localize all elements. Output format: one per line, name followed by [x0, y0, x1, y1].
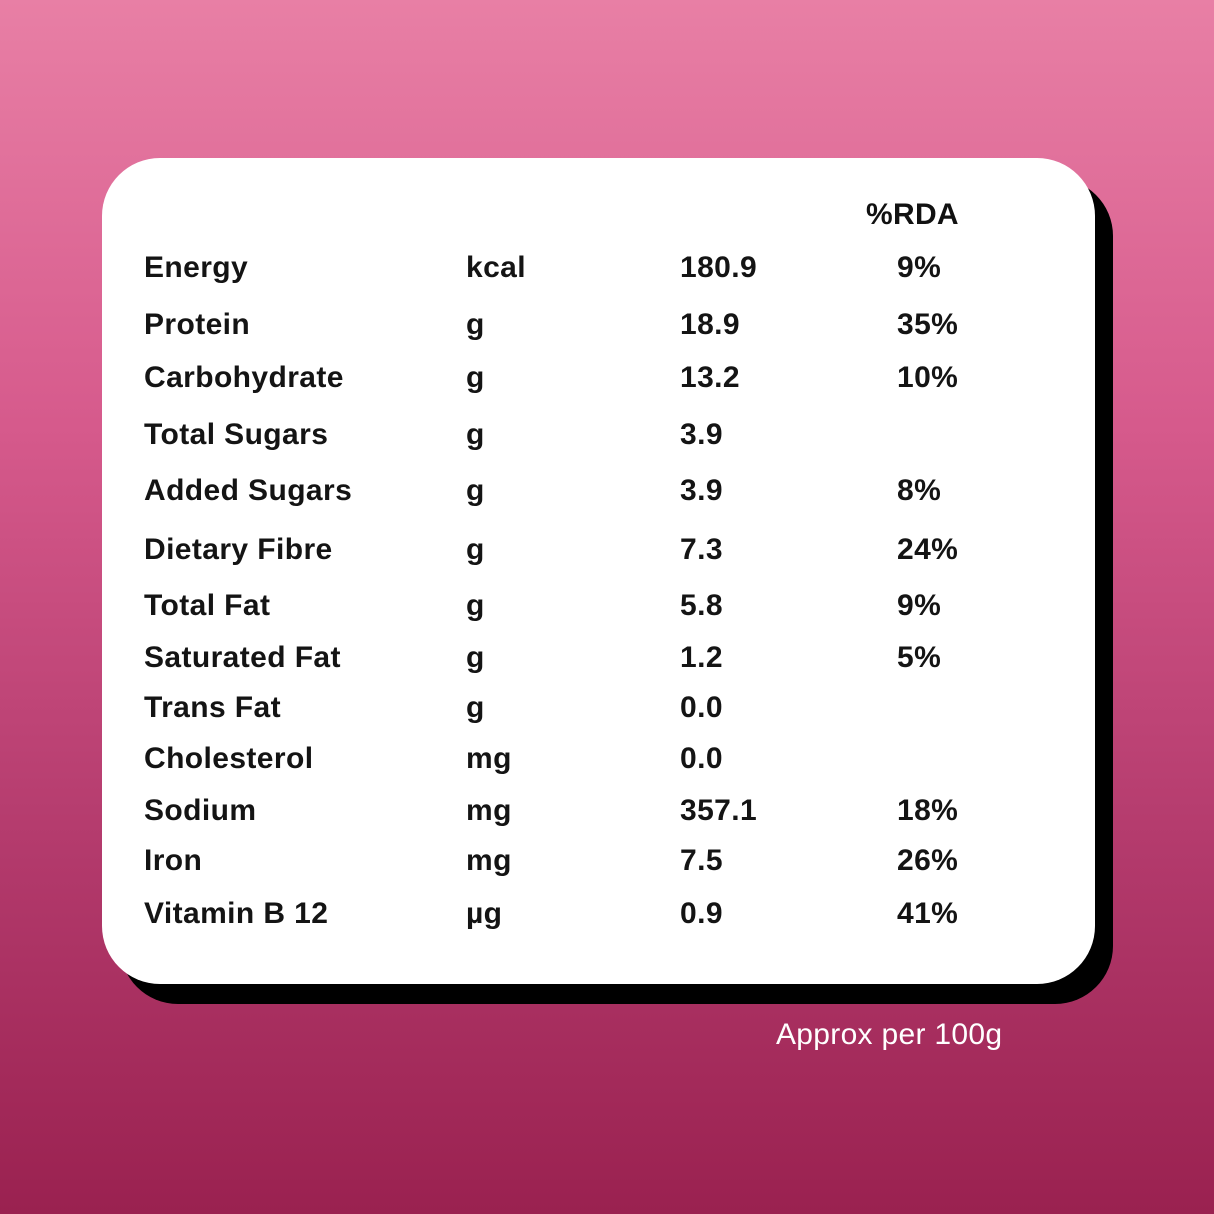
serving-note: Approx per 100g — [776, 1018, 1003, 1051]
nutrient-value: 180.9 — [680, 251, 758, 284]
nutrient-rda: 9% — [897, 251, 942, 284]
nutrient-rda: 8% — [897, 474, 942, 507]
nutrient-name: Iron — [144, 844, 203, 877]
nutrient-name: Saturated Fat — [144, 641, 341, 674]
nutrient-name: Total Fat — [144, 589, 271, 622]
nutrient-unit: g — [466, 641, 485, 674]
nutrient-rda: 24% — [897, 533, 959, 566]
table-row: Iron mg 7.5 26% — [0, 841, 1214, 881]
nutrient-value: 5.8 — [680, 589, 723, 622]
nutrient-unit: g — [466, 533, 485, 566]
nutrient-name: Added Sugars — [144, 474, 353, 507]
nutrient-unit: mg — [466, 844, 512, 877]
nutrient-name: Vitamin B 12 — [144, 897, 329, 930]
table-row: Carbohydrate g 13.2 10% — [0, 358, 1214, 398]
nutrient-rda: 35% — [897, 308, 959, 341]
nutrient-name: Dietary Fibre — [144, 533, 333, 566]
nutrient-rda: 5% — [897, 641, 942, 674]
nutrient-name: Energy — [144, 251, 249, 284]
nutrient-unit: g — [466, 361, 485, 394]
table-row: Vitamin B 12 µg 0.9 41% — [0, 894, 1214, 934]
nutrient-rda: 41% — [897, 897, 959, 930]
nutrient-unit: mg — [466, 742, 512, 775]
nutrient-value: 0.9 — [680, 897, 723, 930]
table-row: Protein g 18.9 35% — [0, 305, 1214, 345]
nutrient-value: 3.9 — [680, 418, 723, 451]
nutrient-name: Total Sugars — [144, 418, 329, 451]
nutrient-value: 13.2 — [680, 361, 740, 394]
nutrition-card — [102, 158, 1095, 984]
nutrient-value: 357.1 — [680, 794, 758, 827]
nutrient-value: 7.3 — [680, 533, 723, 566]
table-row: Trans Fat g 0.0 — [0, 688, 1214, 728]
rda-column-header: %RDA — [866, 198, 959, 231]
nutrient-unit: kcal — [466, 251, 526, 284]
nutrient-name: Carbohydrate — [144, 361, 344, 394]
table-row: Added Sugars g 3.9 8% — [0, 471, 1214, 511]
nutrient-rda: 26% — [897, 844, 959, 877]
table-row: Total Fat g 5.8 9% — [0, 586, 1214, 626]
nutrient-unit: g — [466, 418, 485, 451]
nutrient-unit: g — [466, 474, 485, 507]
nutrient-rda: 10% — [897, 361, 959, 394]
nutrient-value: 0.0 — [680, 691, 723, 724]
table-row: Cholesterol mg 0.0 — [0, 739, 1214, 779]
nutrient-value: 7.5 — [680, 844, 723, 877]
nutrient-name: Sodium — [144, 794, 257, 827]
nutrient-name: Protein — [144, 308, 251, 341]
table-row: Total Sugars g 3.9 — [0, 415, 1214, 455]
nutrient-value: 18.9 — [680, 308, 740, 341]
table-row: Saturated Fat g 1.2 5% — [0, 638, 1214, 678]
nutrient-unit: g — [466, 691, 485, 724]
table-row: Sodium mg 357.1 18% — [0, 791, 1214, 831]
nutrient-value: 3.9 — [680, 474, 723, 507]
nutrient-value: 1.2 — [680, 641, 723, 674]
nutrient-unit: mg — [466, 794, 512, 827]
nutrient-name: Cholesterol — [144, 742, 314, 775]
nutrient-unit: g — [466, 589, 485, 622]
nutrient-unit: g — [466, 308, 485, 341]
table-row: Energy kcal 180.9 9% — [0, 248, 1214, 288]
nutrient-name: Trans Fat — [144, 691, 281, 724]
nutrient-value: 0.0 — [680, 742, 723, 775]
table-row: Dietary Fibre g 7.3 24% — [0, 530, 1214, 570]
nutrient-rda: 18% — [897, 794, 959, 827]
nutrient-unit: µg — [466, 897, 503, 930]
nutrient-rda: 9% — [897, 589, 942, 622]
